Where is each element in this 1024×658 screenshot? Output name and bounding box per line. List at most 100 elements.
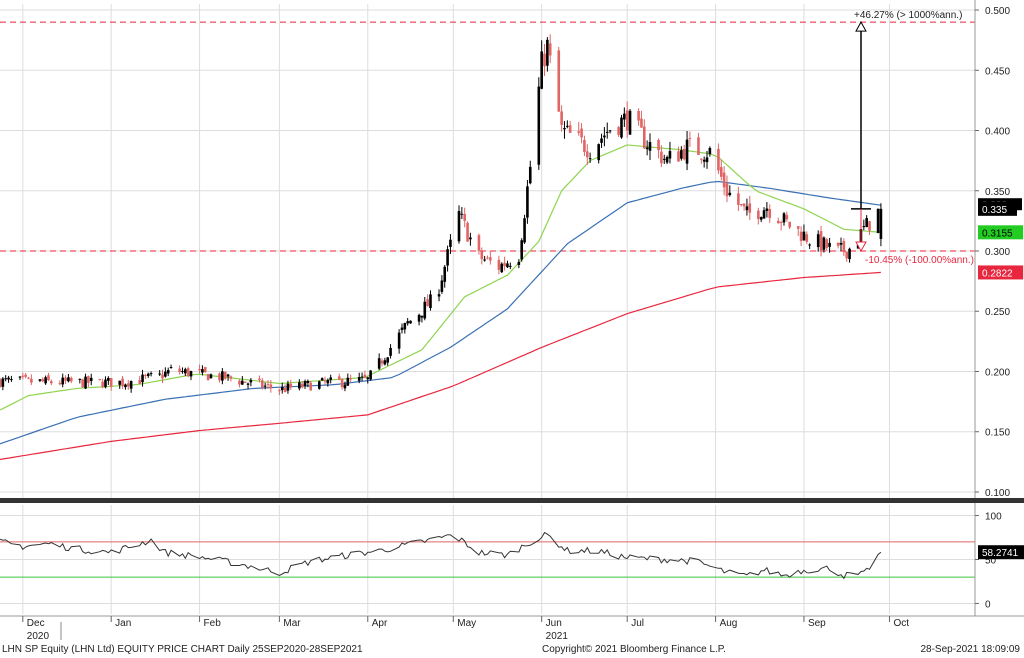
candle-body — [64, 377, 67, 381]
candle-body — [802, 231, 806, 241]
candle-body — [717, 148, 720, 171]
candle-body — [500, 263, 504, 273]
candle-body — [526, 186, 529, 218]
candle-body — [0, 379, 2, 387]
candle-body — [409, 320, 412, 324]
candle-body — [169, 366, 173, 368]
candle-body — [397, 332, 401, 349]
candle-body — [808, 244, 811, 246]
candle-body — [628, 110, 632, 135]
candle-body — [349, 378, 352, 380]
panel-separator — [0, 498, 1024, 503]
x-tick-label: Jul — [631, 618, 644, 629]
sma200-line — [0, 271, 881, 460]
candle-body — [21, 375, 25, 377]
y-tick-label: 0.400 — [985, 127, 1010, 138]
y-tick-label: 0.150 — [985, 428, 1010, 439]
candle-body — [406, 321, 409, 324]
candle-body — [206, 374, 210, 381]
candle-body — [286, 383, 290, 391]
candle-body — [89, 377, 93, 382]
y-tick-label: 0.200 — [985, 367, 1010, 378]
candle-body — [469, 237, 472, 240]
candle-body — [87, 376, 90, 383]
candle-body — [366, 377, 370, 380]
candle-body — [682, 148, 686, 160]
candle-body — [377, 358, 381, 369]
candle-body — [363, 374, 367, 378]
candle-body — [662, 158, 666, 160]
x-year-label: 2021 — [546, 631, 569, 642]
candle-body — [528, 166, 532, 184]
candle-body — [637, 111, 640, 121]
candle-body — [309, 382, 313, 391]
candle-body — [839, 242, 843, 245]
candle-body — [640, 118, 643, 128]
candle-body — [10, 379, 13, 381]
candle-body — [246, 383, 250, 385]
candle-body — [748, 203, 752, 213]
candle-body — [568, 125, 572, 133]
x-tick-label: Aug — [720, 618, 738, 629]
candle-body — [317, 381, 321, 389]
candle-body — [306, 380, 310, 383]
price-tag — [978, 265, 1024, 280]
candle-body — [303, 381, 307, 386]
rsi-value-label: 58.2741 — [982, 548, 1019, 559]
candle-body — [768, 208, 772, 218]
candle-body — [107, 377, 110, 381]
candlesticks — [0, 34, 883, 396]
candle-body — [146, 373, 150, 377]
candle-body — [463, 214, 466, 221]
candle-body — [67, 377, 70, 382]
candle-body — [700, 158, 703, 160]
candle-body — [241, 380, 244, 385]
price-tag — [978, 201, 1017, 216]
candle-body — [566, 125, 569, 127]
candle-body — [369, 370, 372, 380]
candle-body — [357, 377, 361, 381]
candle-body — [523, 218, 526, 243]
candle-body — [503, 262, 506, 267]
candle-body — [762, 210, 766, 219]
candle-body — [782, 213, 786, 223]
candle-body — [329, 377, 333, 380]
footer-timestamp: 28-Sep-2021 18:09:09 — [920, 644, 1020, 655]
rsi-line — [0, 531, 882, 580]
candle-body — [229, 376, 233, 379]
candle-body — [178, 368, 181, 373]
candle-body — [603, 135, 606, 138]
candle-body — [41, 379, 45, 382]
candle-body — [440, 280, 444, 292]
candle-body — [84, 376, 87, 389]
candle-body — [337, 376, 341, 380]
x-tick-label: Jun — [546, 618, 562, 629]
sma50-line — [0, 180, 881, 445]
candle-body — [161, 374, 164, 379]
candle-body — [705, 157, 709, 163]
price-tag-label: 0.335 — [982, 205, 1007, 216]
candle-body — [400, 327, 404, 331]
y-tick-label: 0.250 — [985, 307, 1010, 318]
candle-body — [825, 239, 829, 248]
price-chart: 0.100 0.150 0.200 0.250 0.300 0.350 0.400 0.450… — [0, 0, 1024, 642]
candle-body — [126, 383, 130, 387]
annotation-up-label: +46.27% (> 1000%ann.) — [854, 10, 962, 21]
candle-body — [1, 378, 5, 387]
candle-body — [625, 110, 629, 131]
sma20-line — [0, 144, 881, 411]
candle-body — [585, 151, 589, 158]
candle-body — [380, 360, 384, 364]
candle-body — [537, 86, 541, 165]
candle-body — [486, 257, 489, 259]
candle-body — [104, 379, 107, 388]
candle-body — [865, 218, 868, 228]
candle-body — [343, 384, 347, 389]
candle-body — [278, 390, 281, 392]
rsi-value-tag — [978, 545, 1024, 560]
candle-body — [346, 377, 350, 386]
candle-body — [201, 369, 204, 373]
candle-body — [757, 210, 760, 219]
candle-body — [737, 193, 740, 205]
candle-body — [386, 357, 390, 363]
